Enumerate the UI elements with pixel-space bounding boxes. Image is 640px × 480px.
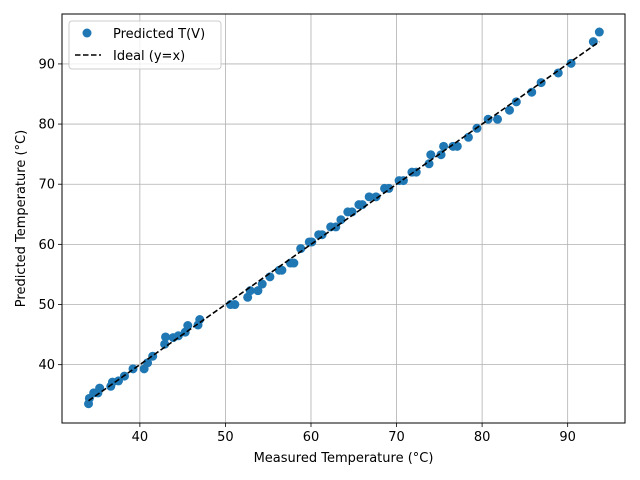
- data-point: [511, 97, 521, 107]
- data-point: [183, 321, 193, 331]
- data-point: [289, 258, 299, 268]
- data-point: [452, 141, 462, 151]
- x-tick-label: 50: [217, 430, 234, 445]
- legend-label-predicted: Predicted T(V): [113, 27, 205, 42]
- data-point: [277, 265, 287, 275]
- ideal-line: [88, 41, 600, 402]
- data-point: [336, 215, 346, 225]
- data-point: [436, 150, 446, 160]
- y-axis-label: Predicted Temperature (°C): [14, 130, 29, 307]
- data-point: [296, 244, 306, 254]
- y-tick-label: 40: [38, 358, 55, 373]
- x-tick-label: 90: [559, 430, 576, 445]
- data-point: [411, 167, 421, 177]
- x-tick-label: 80: [474, 430, 491, 445]
- data-point: [253, 286, 263, 296]
- data-point: [371, 192, 381, 202]
- data-point: [424, 159, 434, 169]
- x-axis: 40 50 60 70 80 90: [132, 423, 576, 445]
- data-point: [357, 200, 367, 210]
- axes-frame: [61, 13, 626, 424]
- data-point: [95, 383, 105, 393]
- legend: Predicted T(V) Ideal (y=x): [68, 20, 222, 70]
- data-point: [463, 132, 473, 142]
- x-axis-label: Measured Temperature (°C): [254, 451, 434, 466]
- data-point: [173, 331, 183, 341]
- legend-box: [68, 20, 222, 70]
- data-point: [588, 37, 598, 47]
- legend-marker-predicted: [82, 28, 92, 38]
- y-tick-label: 50: [38, 298, 55, 313]
- x-tick-label: 60: [303, 430, 320, 445]
- x-tick-label: 40: [132, 430, 149, 445]
- data-point: [160, 339, 170, 349]
- y-tick-label: 80: [38, 118, 55, 133]
- y-axis: 40 50 60 70 80 90: [38, 57, 62, 373]
- data-point: [504, 105, 514, 115]
- legend-label-ideal: Ideal (y=x): [113, 49, 185, 64]
- data-point: [426, 150, 436, 160]
- data-point: [439, 141, 449, 151]
- data-point: [317, 230, 327, 240]
- x-tick-label: 70: [388, 430, 405, 445]
- y-tick-label: 60: [38, 238, 55, 253]
- data-point: [594, 27, 604, 37]
- data-point: [257, 279, 267, 289]
- data-point: [143, 358, 153, 368]
- y-tick-label: 90: [38, 57, 55, 72]
- y-tick-label: 70: [38, 178, 55, 193]
- data-point: [566, 58, 576, 68]
- data-point: [493, 114, 503, 124]
- data-point: [307, 237, 317, 247]
- data-point: [161, 332, 171, 342]
- data-point: [113, 376, 123, 386]
- data-point: [364, 192, 374, 202]
- plot-area: [84, 27, 604, 409]
- data-point: [230, 300, 240, 310]
- data-point: [553, 68, 563, 78]
